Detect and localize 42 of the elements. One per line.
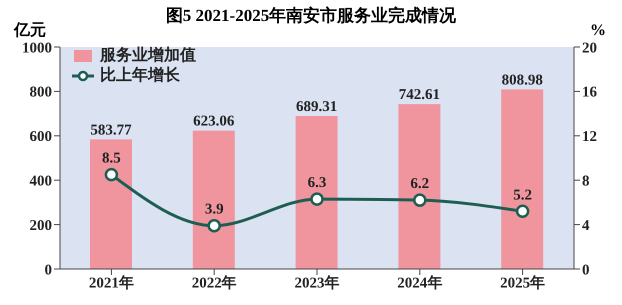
point	[104, 168, 118, 182]
y2-tick-label: 16	[582, 84, 598, 101]
y-axis-title: 亿元	[14, 21, 46, 41]
data-label: 6.2	[410, 176, 430, 192]
y-tick-label: 1000	[22, 40, 52, 56]
y2-tick-label: 0	[582, 262, 590, 278]
data-label: 742.61	[398, 87, 440, 104]
y2-tick-label: 8	[582, 174, 590, 190]
bar	[296, 116, 338, 269]
y-tick-label: 400	[30, 174, 52, 190]
y-tick-label: 0	[44, 262, 52, 278]
bar	[398, 104, 440, 269]
x-tick-label: 2023年	[294, 274, 340, 292]
data-label: 583.77	[90, 122, 132, 138]
y2-axis-title: %	[590, 22, 606, 40]
chart-title: 图5 2021-2025年南安市服务业完成情况	[166, 6, 456, 25]
point	[516, 204, 530, 218]
y2-tick-label: 20	[582, 40, 597, 56]
data-label: 5.2	[513, 187, 532, 204]
data-label: 808.98	[502, 72, 543, 88]
data-label: 6.3	[308, 175, 326, 192]
data-label: 623.06	[193, 114, 235, 130]
point	[207, 218, 221, 232]
data-label: 3.9	[204, 202, 224, 218]
x-tick-label: 2025年	[500, 274, 546, 292]
y-tick-label: 800	[30, 84, 52, 101]
x-tick-label: 2021年	[88, 274, 134, 292]
legend-label: 服务业增加值	[100, 46, 196, 66]
x-tick-label: 2024年	[397, 274, 442, 292]
x-tick-label: 2022年	[192, 274, 237, 292]
point	[413, 193, 427, 207]
bar	[501, 89, 544, 269]
y-tick-label: 600	[30, 129, 52, 146]
data-label: 689.31	[296, 98, 338, 115]
y2-tick-label: 4	[582, 218, 590, 234]
bar	[192, 130, 235, 269]
data-label: 8.5	[102, 150, 121, 167]
point	[310, 192, 324, 206]
y2-tick-label: 12	[582, 129, 597, 146]
y-tick-label: 200	[30, 218, 52, 234]
bar	[90, 139, 132, 269]
legend-label: 比上年增长	[100, 66, 180, 86]
